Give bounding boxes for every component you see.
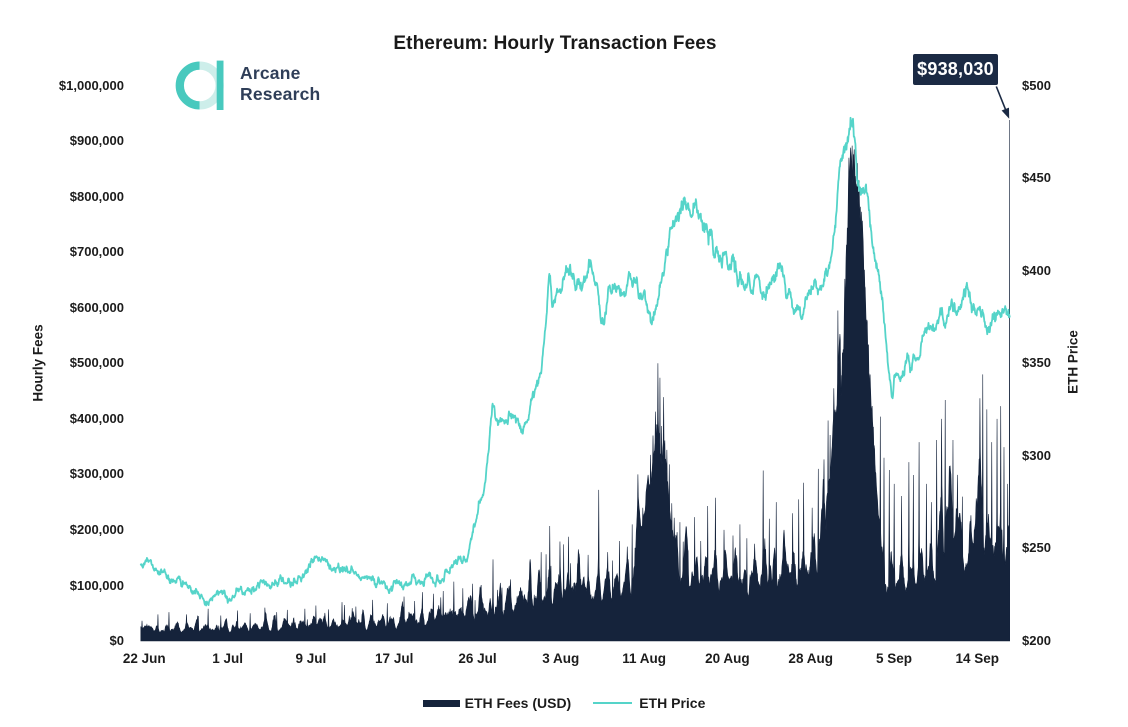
x-axis-tick-label: 20 Aug	[705, 651, 750, 666]
chart-title: Ethereum: Hourly Transaction Fees	[393, 33, 717, 54]
legend: ETH Fees (USD) ETH Price	[0, 692, 1128, 714]
y-right-tick-label: $250	[1022, 540, 1051, 556]
logo-line2: Research	[240, 84, 321, 104]
x-axis-tick-label: 26 Jul	[458, 651, 497, 666]
logo-wordmark: Arcane Research	[240, 63, 320, 105]
price-swatch-icon	[593, 701, 633, 705]
y-left-tick-label: $600,000	[69, 299, 124, 315]
x-axis-tick-label: 11 Aug	[622, 651, 666, 666]
y-left-tick-label: $200,000	[69, 522, 124, 538]
y-left-tick-label: $400,000	[69, 410, 124, 426]
x-axis-tick-label: 5 Sep	[875, 651, 913, 666]
y-left-tick-label: $1,000,000	[58, 77, 124, 93]
x-axis-tick-label: 28 Aug	[788, 651, 833, 666]
y-right-tick-label: $450	[1022, 170, 1051, 186]
y-right-tick-label: $300	[1022, 448, 1051, 464]
x-axis-tick-label: 3 Aug	[542, 651, 580, 666]
y-left-tick-label: $300,000	[69, 466, 124, 482]
y-right-tick-label: $200	[1022, 633, 1051, 649]
fees-bars-series	[140, 120, 1010, 642]
y-left-tick-label: $500,000	[69, 355, 124, 371]
x-axis-tick-label: 1 Jul	[212, 651, 243, 666]
y-right-tick-label: $350	[1022, 355, 1051, 371]
y-left-tick-label: $900,000	[69, 133, 124, 149]
legend-price-label: ETH Price	[639, 695, 706, 711]
y-left-tick-label: $0	[109, 633, 124, 649]
y-right-tick-label: $500	[1022, 77, 1051, 93]
annotation-callout: $938,030	[913, 54, 998, 85]
y-right-tick-label: $400	[1022, 262, 1051, 278]
logo-line1: Arcane	[240, 63, 301, 83]
x-axis-tick-label: 17 Jul	[375, 651, 414, 666]
fees-swatch-icon	[422, 699, 460, 707]
x-axis-tick-label: 9 Jul	[295, 651, 327, 666]
price-line-series	[139, 116, 1011, 607]
x-axis-tick-label: 22 Jun	[122, 651, 166, 666]
legend-item-fees: ETH Fees (USD)	[422, 695, 572, 711]
annotation-arrow	[995, 86, 1010, 119]
y-left-tick-label: $700,000	[69, 244, 124, 260]
arcane-research-logo-icon	[175, 60, 224, 110]
legend-fees-label: ETH Fees (USD)	[464, 695, 572, 711]
y-left-tick-label: $100,000	[69, 577, 124, 593]
y-left-tick-label: $800,000	[69, 188, 124, 204]
x-axis-tick-label: 14 Sep	[955, 651, 1000, 666]
legend-item-price: ETH Price	[593, 695, 705, 711]
